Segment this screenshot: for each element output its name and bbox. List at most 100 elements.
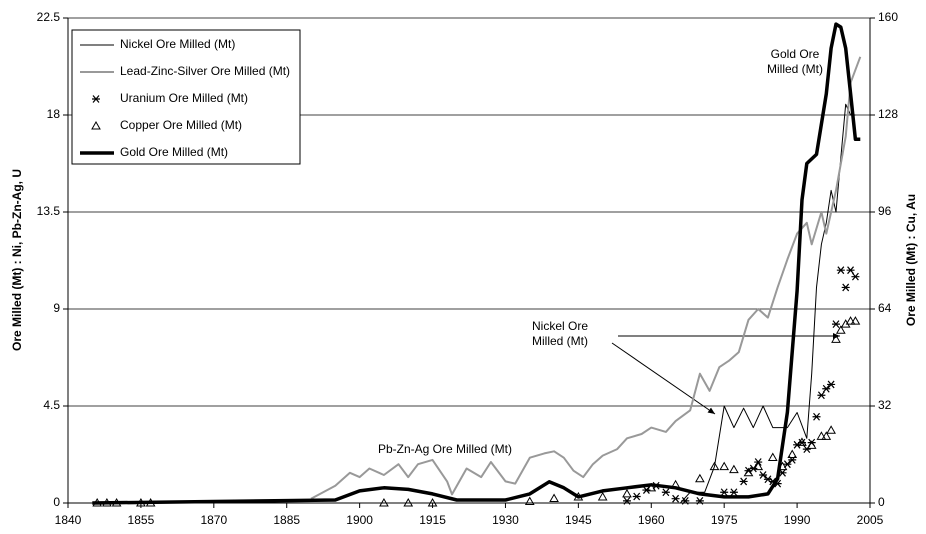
marker-shape	[739, 477, 748, 486]
legend-marker	[92, 95, 100, 103]
data-point	[802, 445, 811, 454]
marker-shape	[661, 488, 670, 497]
series-line	[92, 22, 861, 505]
marker-shape	[783, 460, 792, 469]
data-point	[622, 496, 631, 505]
marker-shape	[846, 266, 855, 275]
data-point	[524, 496, 535, 505]
y-tick-label: 0	[53, 495, 60, 509]
y-tick-label: 18	[47, 107, 61, 121]
marker-shape	[831, 320, 840, 328]
marker-shape	[681, 496, 690, 505]
marker-shape	[827, 380, 836, 389]
x-tick-label: 2005	[857, 513, 884, 527]
annotation: Nickel Ore	[532, 319, 588, 333]
marker-shape	[92, 95, 100, 103]
data-point	[831, 334, 841, 343]
x-tick-label: 1975	[711, 513, 738, 527]
data-point	[753, 461, 764, 471]
y2-tick-label: 160	[878, 10, 898, 24]
data-point	[743, 467, 754, 477]
x-tick-label: 1945	[565, 513, 592, 527]
legend-marker	[91, 120, 101, 130]
data-point	[695, 473, 705, 483]
x-tick-label: 1915	[419, 513, 446, 527]
data-point	[720, 488, 729, 497]
marker-shape	[729, 488, 738, 497]
y2-tick-label: 32	[878, 398, 892, 412]
legend-box	[71, 29, 301, 165]
legend-label: Nickel Ore Milled (Mt)	[120, 37, 235, 51]
y2-tick-label: 64	[878, 301, 892, 315]
data-point	[403, 497, 414, 507]
data-point	[709, 461, 720, 471]
data-point	[831, 320, 840, 328]
marker-shape	[642, 486, 651, 494]
marker-shape	[671, 494, 680, 503]
data-point	[812, 412, 821, 421]
data-point	[739, 477, 748, 486]
data-point	[661, 488, 670, 497]
y-tick-label: 9	[53, 301, 60, 315]
annotation: Pb-Zn-Ag Ore Milled (Mt)	[378, 442, 512, 456]
y2-axis-label: Ore Milled (Mt) : Cu, Au	[904, 194, 918, 326]
data-point	[427, 497, 438, 507]
series-line	[310, 56, 862, 500]
marker-shape	[749, 464, 758, 473]
marker-shape	[807, 438, 816, 447]
annotation: Milled (Mt)	[532, 334, 588, 348]
data-point	[827, 380, 836, 389]
data-point	[681, 496, 690, 505]
data-point	[851, 272, 860, 281]
annotation: Gold Ore	[771, 47, 820, 61]
annotation: Milled (Mt)	[767, 62, 823, 76]
x-tick-label: 1870	[200, 513, 227, 527]
marker-shape	[802, 445, 811, 454]
marker-shape	[822, 384, 831, 393]
x-tick-label: 1885	[273, 513, 300, 527]
data-point	[816, 431, 827, 440]
data-point	[787, 449, 798, 458]
data-point	[379, 497, 389, 507]
data-point	[797, 437, 807, 446]
data-point	[729, 488, 738, 497]
x-tick-label: 1855	[128, 513, 155, 527]
data-point	[719, 461, 730, 471]
data-point	[850, 316, 861, 325]
data-point	[836, 266, 845, 275]
data-point	[642, 486, 651, 494]
data-point	[841, 283, 850, 292]
annotation-arrow	[611, 342, 716, 415]
marker-shape	[759, 471, 768, 479]
data-point	[806, 440, 817, 449]
x-tick-label: 1990	[784, 513, 811, 527]
data-point	[632, 492, 641, 501]
y2-tick-label: 128	[878, 107, 898, 121]
data-point	[646, 482, 657, 492]
y-axis-label: Ore Milled (Mt) : Ni, Pb-Zn-Ag, U	[10, 169, 24, 351]
marker-shape	[632, 492, 641, 501]
series-line	[554, 103, 856, 504]
y-tick-label: 4.5	[43, 398, 60, 412]
y-tick-label: 22.5	[37, 10, 61, 24]
data-point	[767, 452, 778, 462]
x-tick-label: 1900	[346, 513, 373, 527]
legend-label: Lead-Zinc-Silver Ore Milled (Mt)	[120, 64, 290, 78]
marker-shape	[622, 496, 631, 505]
data-point	[622, 488, 632, 498]
data-point	[846, 266, 855, 275]
marker-shape	[841, 283, 850, 292]
data-point	[729, 464, 739, 474]
data-point	[822, 384, 831, 393]
legend-label: Gold Ore Milled (Mt)	[120, 145, 228, 159]
marker-shape	[720, 488, 729, 497]
data-point	[783, 460, 792, 469]
x-tick-label: 1930	[492, 513, 519, 527]
data-point	[549, 493, 559, 502]
marker-shape	[812, 412, 821, 421]
legend-label: Copper Ore Milled (Mt)	[120, 118, 242, 132]
legend-label: Uranium Ore Milled (Mt)	[120, 91, 248, 105]
marker-shape	[836, 266, 845, 275]
data-point	[695, 496, 704, 505]
